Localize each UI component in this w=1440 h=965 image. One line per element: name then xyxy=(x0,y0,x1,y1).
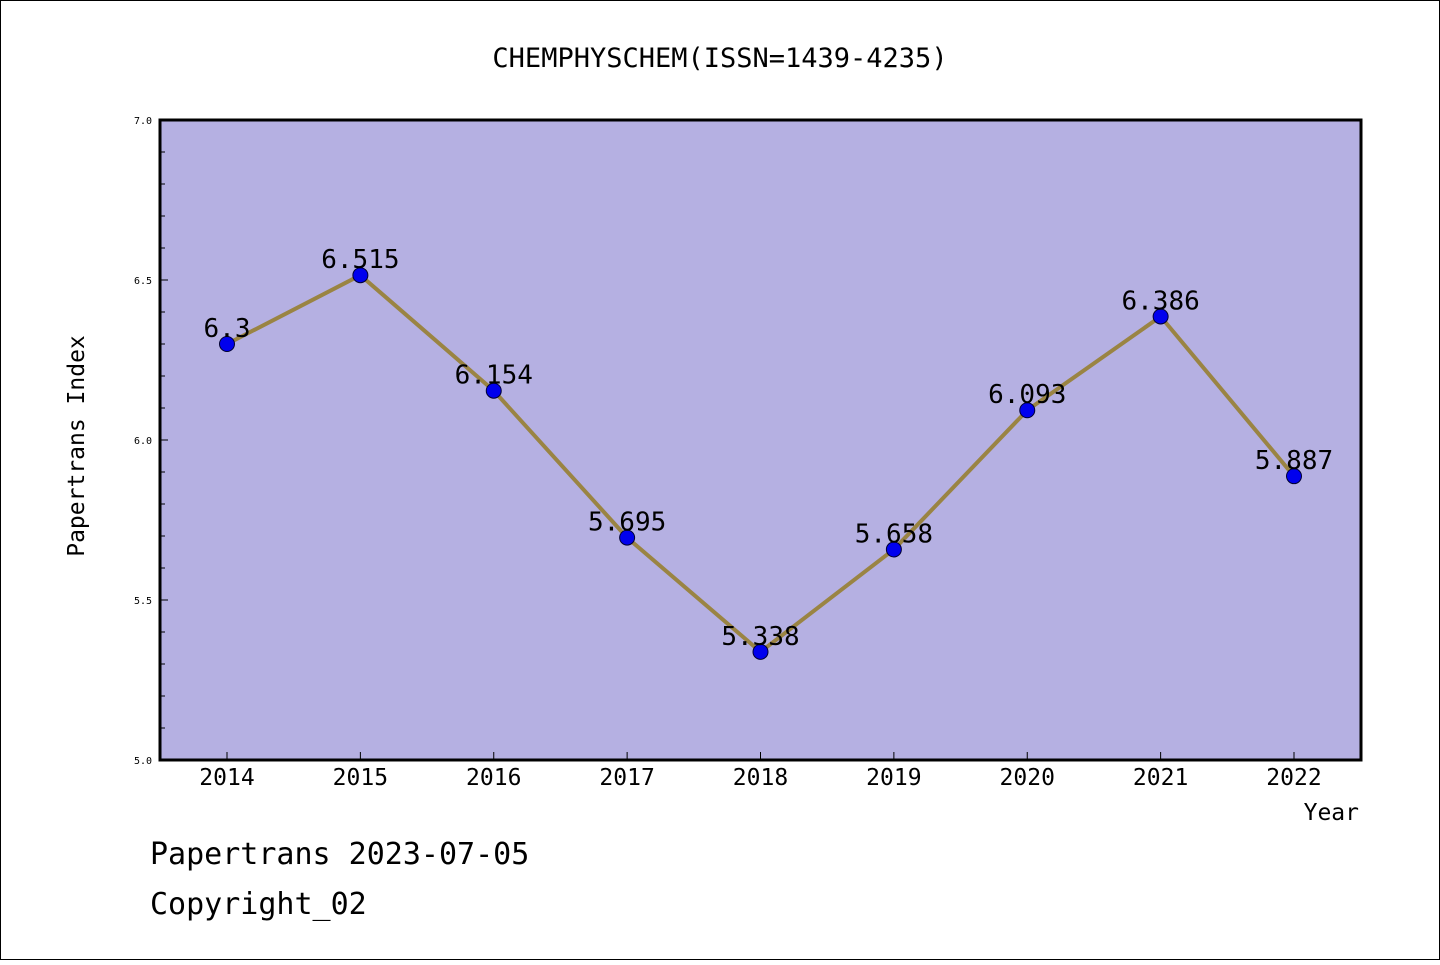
plot-area xyxy=(158,118,1363,762)
x-tick-label: 2017 xyxy=(599,765,654,791)
data-label: 5.695 xyxy=(588,508,666,538)
data-label: 5.338 xyxy=(721,622,799,652)
x-tick-label: 2020 xyxy=(1000,765,1055,791)
x-tick-label: 2018 xyxy=(733,765,788,791)
x-tick-label: 2014 xyxy=(199,765,254,791)
y-axis-label: Papertrans Index xyxy=(64,335,90,557)
y-tick-label: 6.5 xyxy=(134,276,152,287)
data-point xyxy=(619,529,636,546)
y-tick-label: 5.5 xyxy=(134,596,152,607)
data-point xyxy=(1286,468,1302,485)
data-point xyxy=(885,541,902,558)
y-tick-label: 5.0 xyxy=(134,756,152,767)
data-label: 6.386 xyxy=(1121,286,1199,316)
y-tick-label: 7.0 xyxy=(134,116,152,127)
series-markers xyxy=(219,267,1302,660)
x-tick-label: 2022 xyxy=(1266,765,1321,791)
y-tick-label: 6.0 xyxy=(134,436,152,447)
data-label: 6.515 xyxy=(321,245,399,275)
y-axis: 5.0 5.5 6.0 6.5 7.0 xyxy=(134,116,168,767)
data-label: 5.658 xyxy=(855,519,933,549)
x-tick-label: 2019 xyxy=(866,765,921,791)
data-point xyxy=(1152,308,1169,325)
data-labels: 6.3 6.515 6.154 5.695 5.338 5.658 6.093 6.386 5.… xyxy=(204,245,1334,652)
chart-title: CHEMPHYSCHEM(ISSN=1439-4235) xyxy=(492,43,947,74)
data-point xyxy=(352,267,369,284)
x-axis: 2014 2015 2016 2017 2018 2019 2020 2021 2022 xyxy=(199,752,1322,791)
data-point xyxy=(752,643,769,660)
data-label: 6.3 xyxy=(204,314,251,344)
data-point xyxy=(219,336,235,352)
x-axis-label: Year xyxy=(1304,800,1359,826)
x-tick-label: 2015 xyxy=(333,765,388,791)
footer-copyright: Copyright_02 xyxy=(150,887,367,922)
data-label: 6.093 xyxy=(988,380,1066,410)
data-label: 5.887 xyxy=(1255,446,1333,476)
x-tick-label: 2021 xyxy=(1133,765,1188,791)
x-tick-label: 2016 xyxy=(466,765,521,791)
data-point xyxy=(1019,402,1036,419)
footer-date: Papertrans 2023-07-05 xyxy=(150,837,529,872)
data-point xyxy=(485,382,502,399)
data-label: 6.154 xyxy=(455,361,533,391)
